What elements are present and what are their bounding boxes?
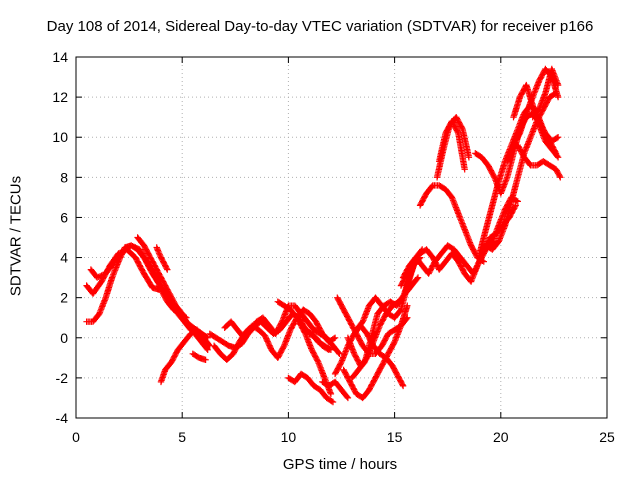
y-tick-label: 0 bbox=[60, 330, 68, 346]
x-tick-label: 5 bbox=[178, 429, 186, 445]
y-tick-label: -4 bbox=[56, 410, 69, 426]
y-tick-label: -2 bbox=[56, 370, 69, 386]
y-tick-label: 12 bbox=[52, 89, 68, 105]
axis-ticks: 0 5 10 15 20 25 -4 -2 0 2 4 6 8 10 12 14 bbox=[52, 49, 615, 445]
y-axis-label: SDTVAR / TECUs bbox=[7, 175, 25, 297]
y-tick-label: 8 bbox=[60, 169, 68, 185]
chart-title: Day 108 of 2014, Sidereal Day-to-day VTE… bbox=[46, 18, 594, 35]
y-tick-label: 4 bbox=[60, 250, 68, 266]
x-tick-label: 0 bbox=[72, 429, 80, 445]
x-tick-label: 25 bbox=[599, 429, 615, 445]
series-markers bbox=[83, 65, 564, 406]
y-tick-label: 14 bbox=[52, 49, 68, 65]
x-tick-label: 10 bbox=[281, 429, 297, 445]
plot-frame bbox=[75, 56, 608, 419]
x-axis-label: GPS time / hours bbox=[282, 456, 398, 473]
data-points bbox=[83, 65, 564, 406]
x-tick-label: 15 bbox=[387, 429, 403, 445]
y-tick-label: 2 bbox=[60, 290, 68, 306]
y-tick-label: 6 bbox=[60, 209, 68, 225]
x-tick-label: 20 bbox=[493, 429, 509, 445]
y-tick-label: 10 bbox=[52, 129, 68, 145]
